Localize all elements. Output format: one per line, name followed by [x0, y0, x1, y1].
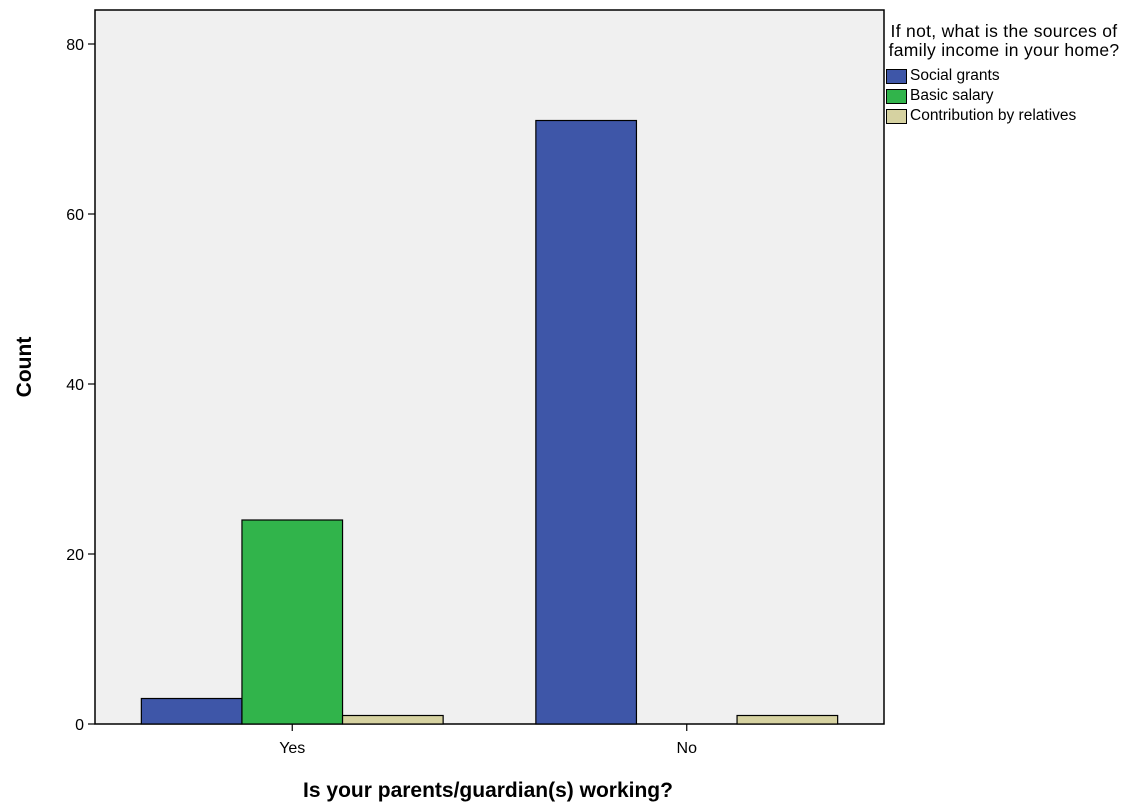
legend-item: Basic salary — [886, 86, 1142, 106]
x-axis: Yes No — [279, 724, 697, 757]
bar-social-grants-yes — [140, 697, 243, 725]
legend-label: Contribution by relatives — [910, 107, 1077, 124]
y-tick-label: 40 — [66, 377, 84, 394]
y-tick-label: 20 — [66, 547, 84, 564]
legend-label: Basic salary — [910, 87, 994, 104]
plot-area — [94, 9, 885, 725]
y-axis: 0 20 40 60 80 — [66, 37, 95, 734]
x-tick-label: No — [677, 740, 698, 757]
legend-item: Contribution by relatives — [886, 106, 1142, 126]
legend-swatch — [886, 108, 907, 124]
y-tick-label: 60 — [66, 207, 84, 224]
y-axis-title: Count — [13, 337, 36, 398]
legend: If not, what is the sources of family in… — [886, 22, 1142, 126]
bars-group — [140, 119, 839, 725]
bar-contribution-by-relatives-no — [736, 714, 839, 725]
x-tick-label: Yes — [279, 740, 305, 757]
bar-contribution-by-relatives-yes — [341, 714, 444, 725]
legend-item: Social grants — [886, 66, 1142, 86]
x-axis-title: Is your parents/guardian(s) working? — [303, 779, 673, 802]
legend-swatch — [886, 68, 907, 84]
bar-basic-salary-yes — [241, 519, 344, 725]
legend-swatch — [886, 88, 907, 104]
y-tick-label: 0 — [75, 717, 84, 734]
legend-label: Social grants — [910, 67, 1000, 84]
legend-title: If not, what is the sources of family in… — [888, 21, 1120, 60]
y-tick-label: 80 — [66, 37, 84, 54]
bar-social-grants-no — [535, 119, 638, 725]
legend-items: Social grants Basic salary Contribution by… — [886, 66, 1142, 126]
